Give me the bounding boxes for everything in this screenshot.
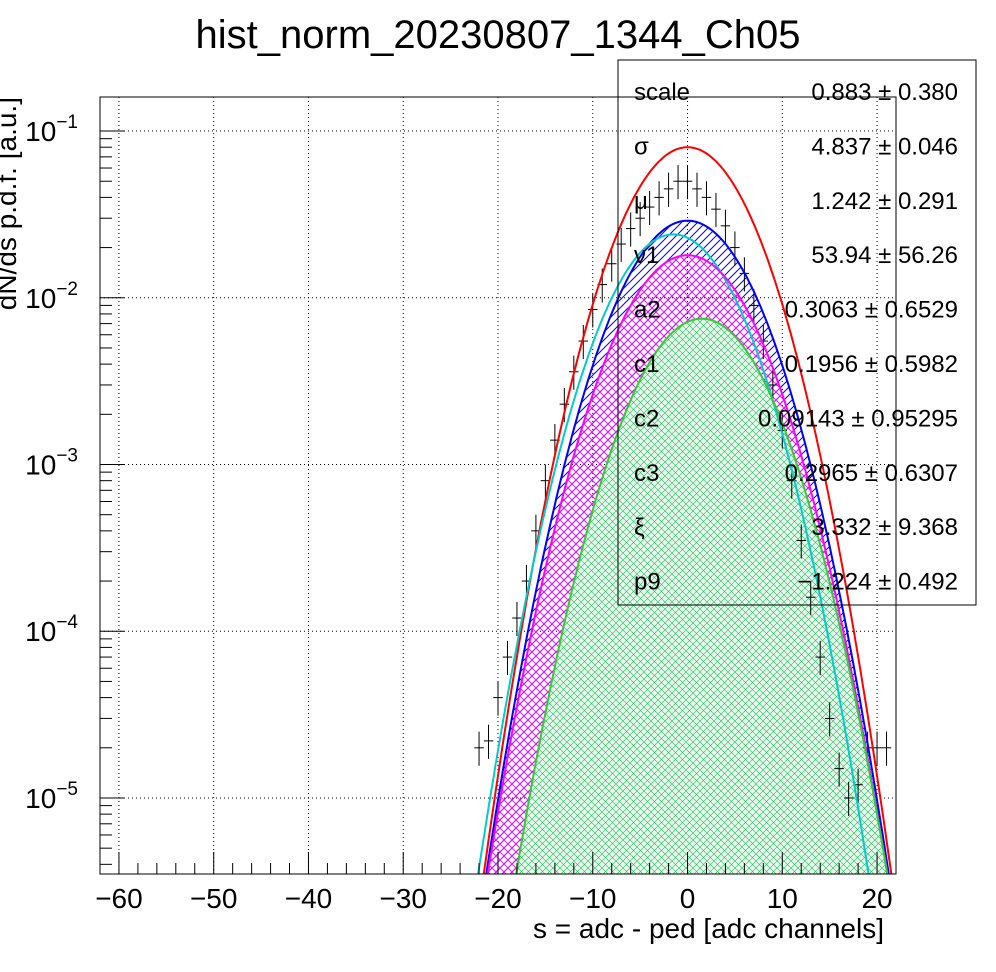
hist-point [682, 165, 693, 200]
hist-point [625, 212, 636, 247]
hist-point [673, 165, 683, 200]
y-axis-label: dN/ds p.d.f. [a.u.] [0, 97, 22, 310]
stats-param-name: c1 [634, 351, 659, 378]
hist-point [815, 640, 825, 676]
hist-point [474, 731, 484, 766]
y-tick-label: 10−3 [25, 446, 78, 481]
x-tick-label: −20 [474, 883, 522, 914]
stats-row: σ 4.837 ± 0.046 [634, 133, 958, 160]
hist-point [588, 293, 598, 328]
fit-curve-4 [486, 254, 889, 874]
stats-param-value: 0.2965 ± 0.6307 [785, 460, 958, 487]
stats-row: a2 0.3063 ± 0.6529 [634, 297, 958, 324]
stats-param-value: 0.883 ± 0.380 [811, 79, 958, 106]
stats-param-value: 0.09143 ± 0.95295 [758, 405, 958, 432]
fit-curve-3 [477, 233, 870, 874]
stats-row: scale 0.883 ± 0.380 [634, 79, 958, 106]
hist-point [796, 524, 806, 559]
x-axis-label: s = adc - ped [adc channels] [533, 913, 884, 944]
hist-point [881, 731, 892, 766]
stats-row: c2 0.09143 ± 0.95295 [634, 405, 958, 432]
hist-point [843, 781, 854, 816]
stats-param-name: ν1 [634, 242, 659, 269]
stats-param-name: c3 [634, 460, 659, 487]
hist-point [663, 172, 674, 207]
y-tick-label: 10−2 [25, 279, 78, 314]
stats-param-value: 3.332 ± 9.368 [811, 514, 958, 541]
stats-row: ξ 3.332 ± 9.368 [634, 514, 958, 541]
fit-curve-5 [515, 317, 889, 874]
stats-param-value: 0.1956 ± 0.5982 [785, 351, 958, 378]
stats-row: c3 0.2965 ± 0.6307 [634, 460, 958, 487]
hist-point [730, 231, 740, 266]
hist-point [512, 601, 522, 637]
hist-point [606, 247, 617, 282]
stats-param-value: 53.94 ± 56.26 [811, 242, 958, 269]
stats-box-frame [617, 59, 977, 606]
y-axis: 10−1 10−2 10−3 10−4 10−5 [25, 112, 124, 865]
y-tick-label: 10−4 [25, 612, 78, 647]
stats-rows: scale 0.883 ± 0.380 σ 4.837 ± 0.046 μ 1.242 ±… [634, 79, 958, 596]
stats-param-name: σ [634, 133, 649, 160]
hist-point [692, 172, 702, 207]
x-tick-label: −30 [379, 883, 427, 914]
fit-curves [477, 146, 893, 874]
x-tick-label: −10 [569, 883, 617, 914]
stats-box: scale 0.883 ± 0.380 σ 4.837 ± 0.046 μ 1.242 ±… [617, 59, 977, 606]
x-tick-label: −40 [285, 883, 333, 914]
stats-row: c1 0.1956 ± 0.5982 [634, 351, 958, 378]
x-tick-label: −50 [190, 883, 238, 914]
stats-row: ν1 53.94 ± 56.26 [634, 242, 958, 269]
hist-point [654, 181, 664, 216]
stats-param-name: c2 [634, 405, 659, 432]
hist-point [635, 202, 645, 237]
hist-point [805, 581, 816, 616]
stats-param-name: p9 [634, 569, 661, 596]
hist-point [824, 702, 835, 737]
fit-curve-2 [485, 219, 890, 874]
stats-param-name: scale [634, 79, 690, 106]
stats-param-value: 4.837 ± 0.046 [811, 133, 958, 160]
stats-param-name: a2 [634, 297, 661, 324]
hist-point [749, 289, 759, 324]
chart-title: hist_norm_20230807_1344_Ch05 [196, 13, 801, 57]
stats-param-name: ξ [634, 514, 645, 541]
stats-param-value: 1.242 ± 0.291 [811, 188, 958, 215]
hist-point [644, 190, 655, 226]
x-tick-label: 20 [861, 883, 892, 914]
stats-param-value: 0.3063 ± 0.6529 [785, 297, 958, 324]
x-tick-label: 10 [767, 883, 798, 914]
stats-param-value: −1.224 ± 0.492 [797, 569, 958, 596]
hist-point [872, 731, 882, 766]
stats-param-name: μ [634, 188, 648, 215]
hist-point [701, 181, 712, 216]
y-tick-label: 10−1 [25, 112, 78, 147]
hist-point [711, 192, 721, 228]
fit-fills [486, 220, 889, 874]
x-tick-label: −60 [95, 883, 143, 914]
fit-curve-1 [482, 146, 893, 874]
hist-point [834, 752, 844, 787]
hist-point [483, 724, 494, 759]
y-tick-label: 10−5 [25, 779, 78, 814]
x-axis: −60 −50 −40 −30 −20 −10 0 10 20 [95, 852, 897, 914]
hist-point [493, 681, 503, 716]
stats-row: μ 1.242 ± 0.291 [634, 188, 958, 215]
hist-point [502, 640, 513, 676]
hist-point [720, 209, 731, 244]
x-tick-label: 0 [680, 883, 696, 914]
stats-row: p9 −1.224 ± 0.492 [634, 569, 958, 596]
